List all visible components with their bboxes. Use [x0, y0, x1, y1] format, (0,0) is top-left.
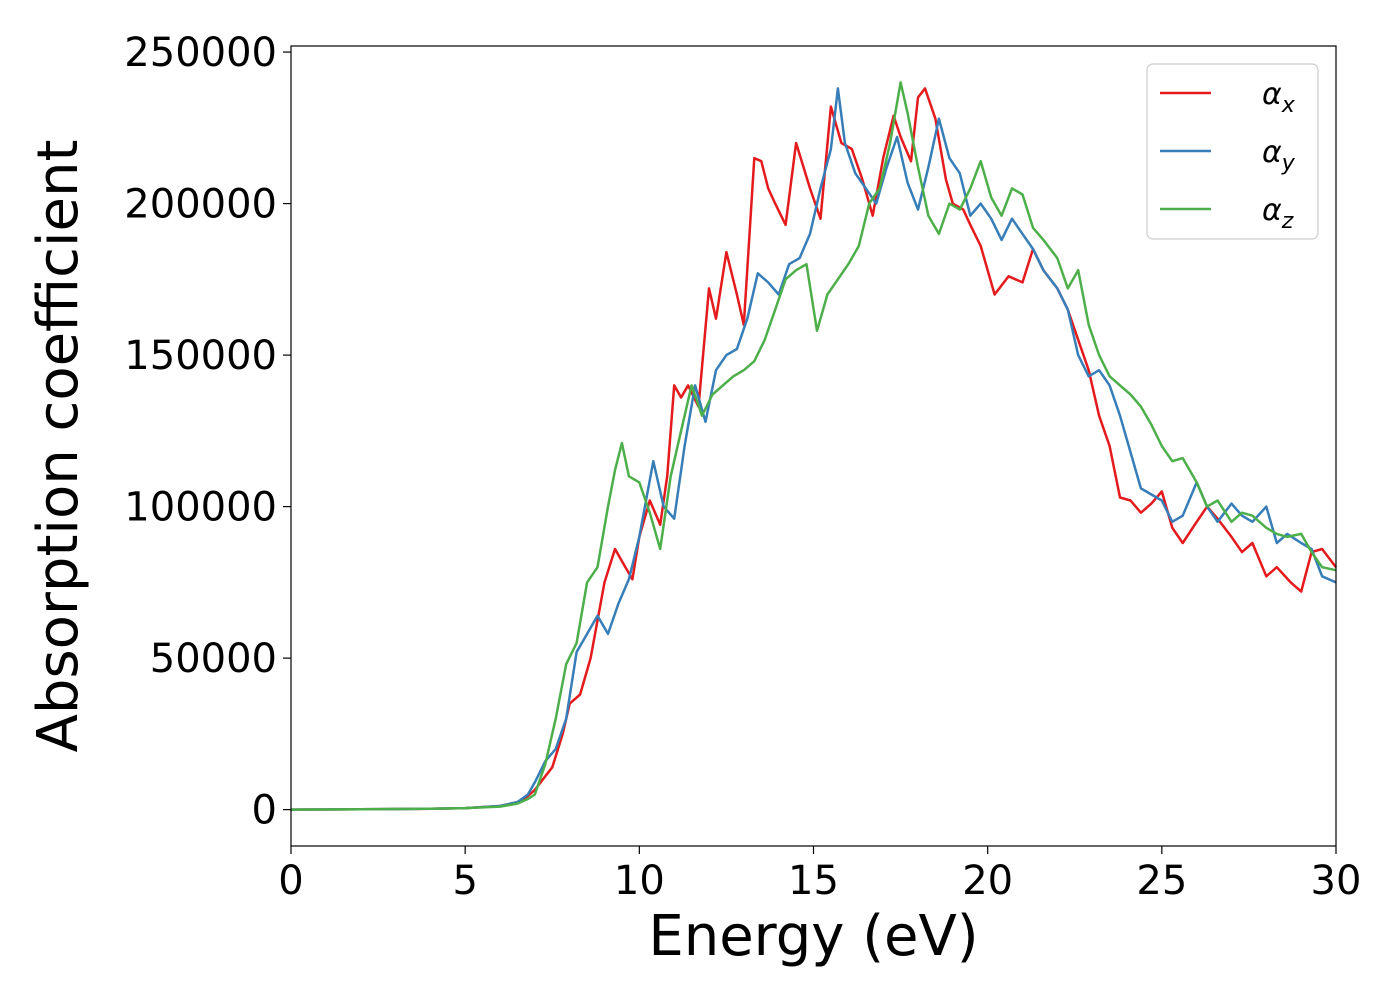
x-axis-ticks: 0 5 10 15 20 25 30 — [278, 846, 1361, 904]
legend-label-y: αy — [1262, 135, 1296, 176]
y-tick-label: 250000 — [124, 30, 277, 76]
legend-label-z: αz — [1262, 193, 1294, 234]
y-tick-label: 200000 — [124, 182, 277, 228]
x-tick-label: 30 — [1311, 858, 1362, 904]
x-tick-label: 0 — [278, 858, 303, 904]
x-tick-label: 20 — [962, 858, 1013, 904]
legend-label-x: αx — [1262, 77, 1296, 118]
legend: αx αy αz — [1146, 63, 1319, 240]
legend-box — [1146, 63, 1319, 240]
y-axis-ticks: 0 50000 100000 150000 200000 250000 — [124, 30, 291, 834]
series-line-z — [290, 81, 1337, 811]
y-tick-label: 100000 — [124, 485, 277, 531]
x-tick-label: 5 — [452, 858, 477, 904]
x-axis-title: Energy (eV) — [648, 904, 978, 969]
y-axis-title: Absorption coefficient — [26, 140, 91, 753]
series-line-x — [290, 87, 1337, 811]
x-tick-label: 10 — [614, 858, 665, 904]
x-tick-label: 25 — [1136, 858, 1187, 904]
y-tick-label: 150000 — [124, 333, 277, 379]
series-layer — [290, 81, 1337, 811]
x-tick-label: 15 — [788, 858, 839, 904]
y-tick-label: 50000 — [150, 636, 277, 682]
series-line-y — [290, 87, 1337, 811]
y-tick-label: 0 — [252, 788, 277, 834]
